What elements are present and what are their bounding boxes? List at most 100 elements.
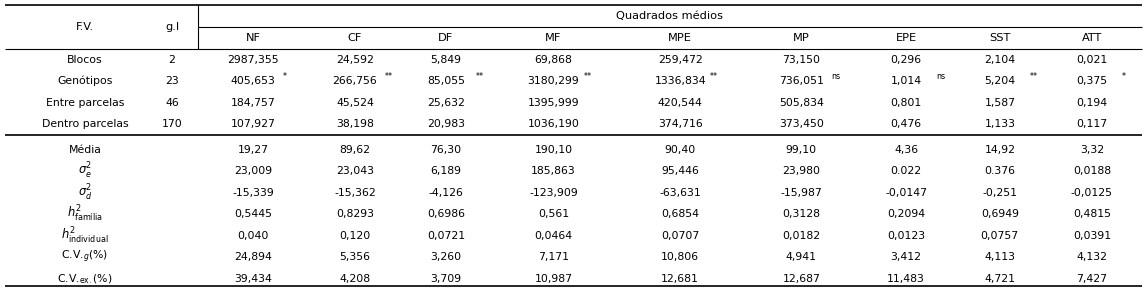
- Text: 23,009: 23,009: [234, 166, 272, 176]
- Text: 420,544: 420,544: [657, 98, 703, 108]
- Text: 23: 23: [165, 76, 179, 86]
- Text: **: **: [584, 72, 592, 81]
- Text: **: **: [476, 72, 484, 81]
- Text: 45,524: 45,524: [336, 98, 374, 108]
- Text: **: **: [1030, 72, 1038, 81]
- Text: 5,849: 5,849: [430, 55, 461, 65]
- Text: Blocos: Blocos: [68, 55, 103, 65]
- Text: 0,120: 0,120: [340, 231, 370, 241]
- Text: 99,10: 99,10: [786, 145, 817, 155]
- Text: 14,92: 14,92: [984, 145, 1015, 155]
- Text: MF: MF: [545, 33, 562, 43]
- Text: 736,051: 736,051: [779, 76, 824, 86]
- Text: 4,941: 4,941: [786, 252, 817, 262]
- Text: 23,043: 23,043: [336, 166, 374, 176]
- Text: -63,631: -63,631: [660, 188, 701, 198]
- Text: 0,0464: 0,0464: [535, 231, 572, 241]
- Text: 76,30: 76,30: [430, 145, 461, 155]
- Text: 0,3128: 0,3128: [782, 209, 820, 219]
- Text: 0,0707: 0,0707: [661, 231, 700, 241]
- Text: 0.376: 0.376: [984, 166, 1015, 176]
- Text: 0,476: 0,476: [890, 119, 922, 129]
- Text: 11,483: 11,483: [887, 274, 924, 284]
- Text: 12,681: 12,681: [661, 274, 700, 284]
- Text: Genótipos: Genótipos: [57, 76, 112, 86]
- Text: 12,687: 12,687: [782, 274, 820, 284]
- Text: 3,32: 3,32: [1079, 145, 1103, 155]
- Text: 3,260: 3,260: [430, 252, 461, 262]
- Text: 4,36: 4,36: [894, 145, 918, 155]
- Text: 190,10: 190,10: [535, 145, 572, 155]
- Text: 2987,355: 2987,355: [227, 55, 279, 65]
- Text: 0,561: 0,561: [538, 209, 569, 219]
- Text: Dentro parcelas: Dentro parcelas: [41, 119, 128, 129]
- Text: C.V.$_g$(%): C.V.$_g$(%): [62, 249, 109, 265]
- Text: ATT: ATT: [1082, 33, 1102, 43]
- Text: 4,721: 4,721: [984, 274, 1015, 284]
- Text: 185,863: 185,863: [531, 166, 576, 176]
- Text: -0,251: -0,251: [982, 188, 1017, 198]
- Text: 0,6949: 0,6949: [981, 209, 1019, 219]
- Text: 3,412: 3,412: [890, 252, 921, 262]
- Text: -0,0125: -0,0125: [1071, 188, 1113, 198]
- Text: 0,6986: 0,6986: [427, 209, 465, 219]
- Text: C.V.$_{\rm ex.}$(%): C.V.$_{\rm ex.}$(%): [57, 272, 112, 285]
- Text: 6,189: 6,189: [430, 166, 461, 176]
- Text: 7,171: 7,171: [538, 252, 569, 262]
- Text: ns: ns: [936, 72, 945, 81]
- Text: -123,909: -123,909: [529, 188, 578, 198]
- Text: 0,0123: 0,0123: [887, 231, 926, 241]
- Text: 24,894: 24,894: [234, 252, 272, 262]
- Text: EPE: EPE: [896, 33, 916, 43]
- Text: 1,587: 1,587: [984, 98, 1015, 108]
- Text: MP: MP: [793, 33, 810, 43]
- Text: g.l: g.l: [165, 22, 179, 32]
- Text: 25,632: 25,632: [427, 98, 465, 108]
- Text: $h^2_{\rm família}$: $h^2_{\rm família}$: [67, 204, 103, 224]
- Text: 0,296: 0,296: [890, 55, 922, 65]
- Text: 1336,834: 1336,834: [654, 76, 707, 86]
- Text: 4,208: 4,208: [340, 274, 370, 284]
- Text: 0,4815: 0,4815: [1072, 209, 1110, 219]
- Text: *: *: [1122, 72, 1126, 81]
- Text: 170: 170: [162, 119, 182, 129]
- Text: 0,0757: 0,0757: [981, 231, 1019, 241]
- Text: 373,450: 373,450: [779, 119, 824, 129]
- Text: 89,62: 89,62: [340, 145, 370, 155]
- Text: 5,204: 5,204: [984, 76, 1015, 86]
- Text: 505,834: 505,834: [779, 98, 824, 108]
- Text: 38,198: 38,198: [336, 119, 374, 129]
- Text: 0,6854: 0,6854: [661, 209, 700, 219]
- Text: **: **: [385, 72, 393, 81]
- Text: 4,132: 4,132: [1076, 252, 1107, 262]
- Text: 259,472: 259,472: [657, 55, 703, 65]
- Text: Média: Média: [69, 145, 101, 155]
- Text: 73,150: 73,150: [782, 55, 820, 65]
- Text: 4,113: 4,113: [984, 252, 1015, 262]
- Text: 0,8293: 0,8293: [336, 209, 374, 219]
- Text: 1,014: 1,014: [890, 76, 922, 86]
- Text: 0,0182: 0,0182: [782, 231, 820, 241]
- Text: -4,126: -4,126: [429, 188, 463, 198]
- Text: 184,757: 184,757: [231, 98, 275, 108]
- Text: 7,427: 7,427: [1076, 274, 1107, 284]
- Text: 3,709: 3,709: [430, 274, 461, 284]
- Text: -15,339: -15,339: [232, 188, 274, 198]
- Text: NF: NF: [245, 33, 260, 43]
- Text: 3180,299: 3180,299: [528, 76, 579, 86]
- Text: 405,653: 405,653: [231, 76, 275, 86]
- Text: DF: DF: [438, 33, 453, 43]
- Text: 266,756: 266,756: [333, 76, 377, 86]
- Text: CF: CF: [348, 33, 362, 43]
- Text: 90,40: 90,40: [664, 145, 696, 155]
- Text: 374,716: 374,716: [657, 119, 703, 129]
- Text: 69,868: 69,868: [535, 55, 572, 65]
- Text: *: *: [283, 72, 287, 81]
- Text: MPE: MPE: [669, 33, 692, 43]
- Text: 39,434: 39,434: [234, 274, 272, 284]
- Text: 10,987: 10,987: [535, 274, 572, 284]
- Text: $\sigma^2_d$: $\sigma^2_d$: [78, 183, 92, 203]
- Text: Entre parcelas: Entre parcelas: [46, 98, 124, 108]
- Text: Quadrados médios: Quadrados médios: [616, 11, 724, 21]
- Text: F.V.: F.V.: [76, 22, 94, 32]
